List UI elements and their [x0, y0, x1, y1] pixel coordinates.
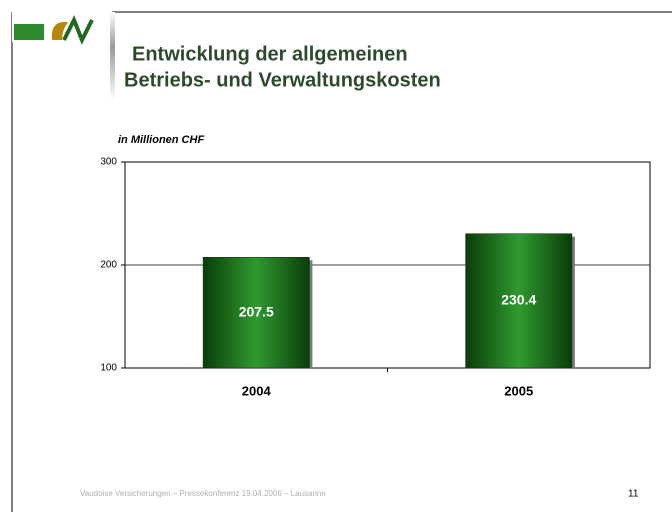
x-tick-label: 2005	[504, 383, 533, 398]
x-tick-label: 2004	[242, 383, 272, 398]
bar	[202, 257, 310, 369]
title-line: Entwicklung der allgemeinen	[132, 43, 408, 65]
y-tick-label: 100	[100, 363, 117, 374]
value-label: 207.5	[239, 303, 274, 319]
value-label: 230.4	[501, 292, 536, 308]
page-number: 11	[628, 489, 639, 500]
axis-unit: in Millionen CHF	[118, 134, 204, 146]
logo	[14, 15, 94, 45]
title-accent	[110, 12, 115, 100]
bar	[465, 233, 573, 369]
y-tick-label: 200	[100, 260, 117, 271]
title-line: Betriebs- und Verwaltungskosten	[124, 69, 441, 91]
footer: Vaudoise Versicherungen – Pressekonferen…	[80, 489, 326, 498]
y-tick-label: 300	[100, 157, 117, 168]
